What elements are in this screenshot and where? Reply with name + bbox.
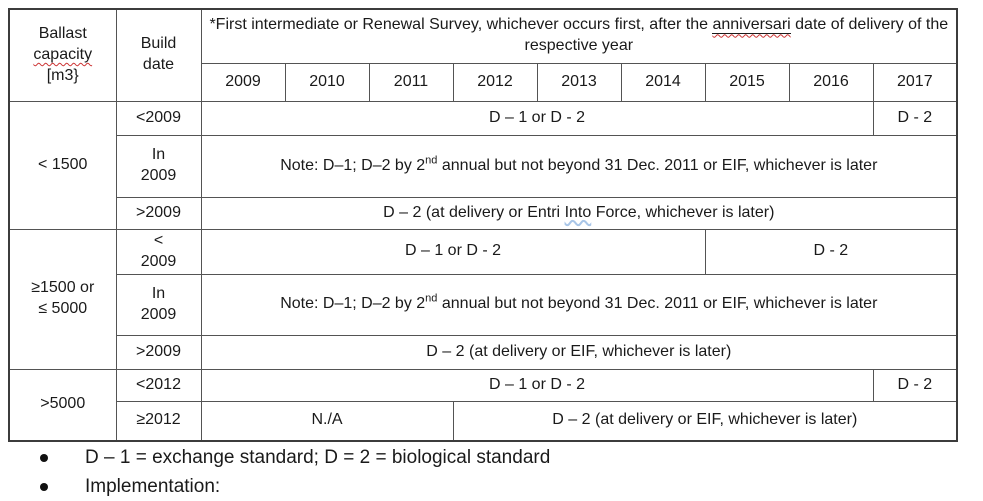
group1-r3-text-part2: Force, whichever is later) [591,203,775,221]
survey-header-cell: *First intermediate or Renewal Survey, w… [200,8,958,64]
year-header-2015: 2015 [704,62,790,102]
group1-r3-text-part1: D – 2 (at delivery or Entri [383,203,565,221]
year-header-2011: 2011 [368,62,454,102]
group1-r1-main-cell: D – 1 or D - 2 [200,100,874,136]
group3-build-lt2012-cell: <2012 [115,368,202,402]
ballast-capacity-misspelled-word: capacity [33,45,93,63]
group2-build-lt2009-cell: < 2009 [115,228,202,275]
group2-build-in2009-cell: In 2009 [115,273,202,336]
table-row: ≥2012 N./A D – 2 (at delivery or EIF, wh… [9,400,958,442]
group1-label-cell: < 1500 [8,100,117,230]
group2-build-gt2009-cell: >2009 [115,334,202,370]
note-superscript: nd [425,292,438,305]
group2-r1-main-cell: D – 1 or D - 2 [200,228,706,275]
year-header-2009: 2009 [200,62,286,102]
year-header-2012: 2012 [452,62,538,102]
year-header-2014: 2014 [620,62,706,102]
build-date-header-cell: Build date [115,8,202,102]
group3-label-cell: >5000 [8,368,117,442]
group2-r3-cell: D – 2 (at delivery or EIF, whichever is … [200,334,958,370]
note-text-part1: Note: D–1; D–2 by 2 [280,156,426,174]
bullet-icon [40,454,48,462]
ballast-capacity-line1: Ballast [38,25,87,43]
ballast-survey-table: Ballast capacity [m3} Build date *First … [8,8,959,442]
table-row: In 2009 Note: D–1; D–2 by 2nd annual but… [9,273,958,336]
survey-header-text-part2: date of delivery of the respective year [524,16,949,55]
group3-r1-2017-cell: D - 2 [872,368,958,402]
group3-r2-cell: D – 2 (at delivery or EIF, whichever is … [452,400,958,442]
group1-build-gt2009-cell: >2009 [115,196,202,230]
group1-r3-cell: D – 2 (at delivery or Entri Into Force, … [200,196,958,230]
year-header-2016: 2016 [788,62,874,102]
year-header-2013: 2013 [536,62,622,102]
survey-header-text-part1: *First intermediate or Renewal Survey, w… [209,16,713,34]
table-row: >5000 <2012 D – 1 or D - 2 D - 2 [8,368,958,442]
standards-legend-text: D – 1 = exchange standard; D = 2 = biolo… [85,447,551,468]
group1-note-cell: Note: D–1; D–2 by 2nd annual but not bey… [200,134,958,198]
group3-build-ge2012-cell: ≥2012 [115,400,202,442]
group3-r1-main-cell: D – 1 or D - 2 [200,368,874,402]
group1-r3-grammar-word: Into [564,203,592,221]
list-item: Implementation: [40,475,940,499]
table-row: ≥1500 or ≤ 5000 < 2009 D – 1 or D - 2 D … [8,228,958,370]
group2-label-cell: ≥1500 or ≤ 5000 [8,228,117,370]
ballast-capacity-header-cell: Ballast capacity [m3} [8,8,117,102]
implementation-label: Implementation: [85,475,221,497]
year-header-2010: 2010 [284,62,370,102]
header-row-years: 2009 2010 2011 2012 2013 2014 2015 2016 … [9,62,958,102]
table-row: >2009 D – 2 (at delivery or Entri Into F… [9,196,958,230]
header-row-main: Ballast capacity [m3} Build date *First … [8,8,958,102]
note-superscript: nd [425,154,438,167]
list-item: D – 1 = exchange standard; D = 2 = biolo… [40,446,940,470]
ballast-capacity-unit: [m3} [46,66,79,84]
group1-build-in2009-cell: In 2009 [115,134,202,198]
bullet-icon [40,482,48,491]
survey-header-underlined-word: anniversari [712,16,791,35]
group1-build-lt2009-cell: <2009 [115,100,202,136]
group2-r1-2015-2017-cell: D - 2 [704,228,958,275]
note-text-part2: annual but not beyond 31 Dec. 2011 or EI… [437,295,878,313]
year-header-2017: 2017 [872,62,958,102]
table-row: >2009 D – 2 (at delivery or EIF, whichev… [9,334,958,370]
note-text-part1: Note: D–1; D–2 by 2 [280,295,426,313]
group2-note-cell: Note: D–1; D–2 by 2nd annual but not bey… [200,273,958,336]
table-row: < 1500 <2009 D – 1 or D - 2 D - 2 [8,100,958,230]
group1-r1-2017-cell: D - 2 [872,100,958,136]
group3-na-cell: N./A [200,400,454,442]
notes-bullet-list: D – 1 = exchange standard; D = 2 = biolo… [40,446,940,501]
table-row: In 2009 Note: D–1; D–2 by 2nd annual but… [9,134,958,198]
note-text-part2: annual but not beyond 31 Dec. 2011 or EI… [437,156,878,174]
